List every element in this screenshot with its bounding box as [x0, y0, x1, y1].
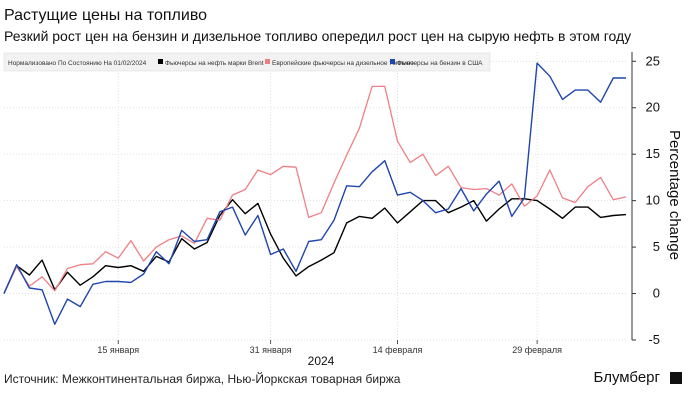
- chart-subtitle: Резкий рост цен на бензин и дизельное то…: [4, 28, 632, 44]
- normalization-note: Нормализовано По Состоянию На 01/02/2024: [8, 60, 147, 67]
- x-tick-label: 15 января: [97, 345, 139, 355]
- series-line-2: [3, 85, 627, 294]
- series-lines: [3, 62, 627, 325]
- brand-label: Блумберг: [593, 369, 660, 386]
- x-tick-label: 14 февраля: [373, 345, 423, 355]
- y-tick-label: 5: [653, 239, 660, 254]
- legend-swatch: [158, 59, 163, 64]
- y-tick-label: 0: [653, 286, 660, 301]
- y-axis-label: Percentage change: [666, 130, 683, 260]
- brand-logo-icon: [670, 372, 682, 384]
- y-tick-label: 25: [646, 53, 660, 68]
- source-note: Источник: Межконтинентальная биржа, Нью-…: [4, 372, 401, 386]
- legend-swatch: [390, 59, 395, 64]
- legend-label: Фьючерсы на бензин в США: [397, 59, 483, 67]
- y-tick-label: 10: [646, 193, 660, 208]
- chart-title: Растущие цены на топливо: [4, 7, 208, 24]
- legend-label: Фьючерсы на нефть марки Brent: [165, 60, 264, 67]
- series-line-3: [3, 62, 626, 325]
- legend-box: [3, 52, 491, 72]
- legend-swatch: [265, 59, 270, 64]
- x-tick-label: 29 февраля: [512, 345, 562, 355]
- axes: -5 0 5 10 15 20 25 15 января 31 января 14 февраля…: [97, 52, 660, 355]
- grid-lines: [4, 52, 626, 341]
- legend: Нормализовано По Состоянию На 01/02/2024…: [3, 52, 491, 72]
- x-axis-year-label: 2024: [308, 354, 335, 368]
- legend-label: Европейские фьючерсы на дизельное топлив…: [272, 59, 414, 67]
- y-tick-label: 15: [646, 146, 660, 161]
- x-tick-label: 31 января: [250, 345, 292, 355]
- y-tick-label: 20: [646, 100, 660, 115]
- series-line-1: [3, 198, 627, 294]
- y-tick-label: -5: [648, 332, 660, 347]
